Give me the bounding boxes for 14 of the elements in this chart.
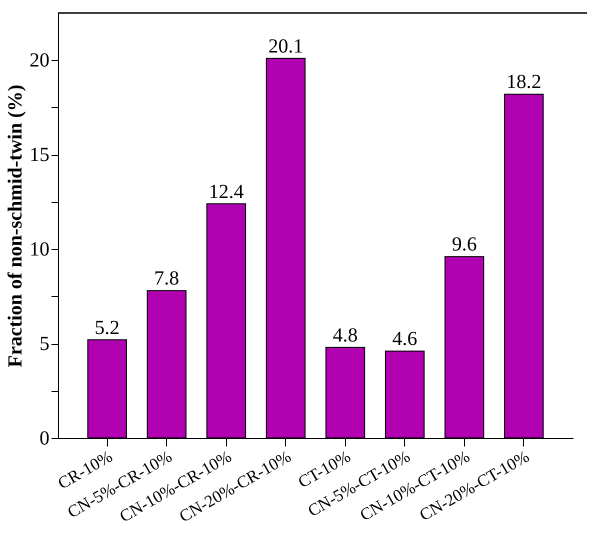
data-label: 4.6: [392, 328, 418, 350]
data-label: 18.2: [506, 71, 542, 94]
y-tick-label: 0: [40, 428, 50, 450]
data-label: 7.8: [154, 268, 180, 290]
y-tick-label: 20: [30, 50, 50, 72]
y-tick-label: 15: [30, 144, 50, 166]
data-label: 5.2: [94, 316, 120, 339]
y-tick-label: 5: [40, 333, 50, 356]
data-label: 4.8: [332, 324, 358, 346]
data-label: 9.6: [452, 234, 477, 256]
data-label: 20.1: [268, 35, 304, 58]
data-label: 12.4: [208, 180, 244, 203]
y-tick-label: 10: [30, 238, 50, 261]
y-axis-title: Fraction of non-schmid-twin (%): [4, 84, 26, 368]
